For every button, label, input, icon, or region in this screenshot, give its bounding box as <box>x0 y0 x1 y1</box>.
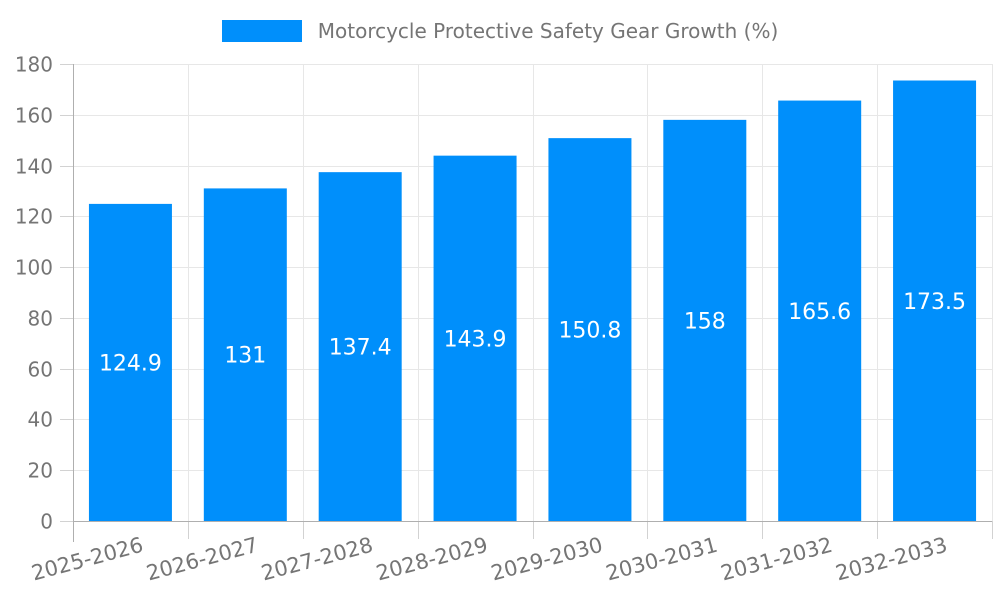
y-tick-label: 40 <box>28 408 53 432</box>
y-tick-label: 160 <box>15 104 53 128</box>
legend-swatch <box>221 20 302 42</box>
x-category-label: 2025-2026 <box>29 533 146 586</box>
bar[interactable] <box>548 138 632 521</box>
y-tick-label: 0 <box>40 510 53 534</box>
x-category-label: 2026-2027 <box>144 533 261 586</box>
bar-value-label: 150.8 <box>558 319 621 344</box>
legend-label: Motorcycle Protective Safety Gear Growth… <box>317 19 779 43</box>
x-category-label: 2032-2033 <box>833 533 950 586</box>
x-category-label: 2030-2031 <box>603 533 720 586</box>
bar[interactable] <box>893 80 977 521</box>
x-category-label: 2028-2029 <box>374 533 491 586</box>
bar-value-label: 173.5 <box>903 290 966 315</box>
bar[interactable] <box>203 188 287 521</box>
bar[interactable] <box>318 172 402 521</box>
bar-value-label: 143.9 <box>444 327 507 352</box>
bar-value-label: 158 <box>684 309 726 334</box>
bar-value-label: 137.4 <box>329 336 392 361</box>
x-category-label: 2027-2028 <box>259 533 376 586</box>
y-tick-label: 60 <box>28 358 53 382</box>
y-tick-label: 20 <box>28 459 53 483</box>
bar-value-label: 131 <box>224 344 266 369</box>
y-tick-label: 100 <box>15 256 53 280</box>
bar[interactable] <box>778 100 862 521</box>
bar[interactable] <box>88 203 172 522</box>
x-category-label: 2031-2032 <box>718 533 835 586</box>
x-category-label: 2029-2030 <box>488 533 605 586</box>
bar[interactable] <box>663 119 747 521</box>
bar-value-label: 124.9 <box>99 351 162 376</box>
bar[interactable] <box>433 155 517 522</box>
y-tick-label: 180 <box>15 53 53 77</box>
y-tick-label: 80 <box>28 307 53 331</box>
bar-value-label: 165.6 <box>788 300 851 325</box>
legend-item[interactable]: Motorcycle Protective Safety Gear Growth… <box>0 19 1000 43</box>
y-tick-label: 140 <box>15 155 53 179</box>
y-tick-label: 120 <box>15 205 53 229</box>
